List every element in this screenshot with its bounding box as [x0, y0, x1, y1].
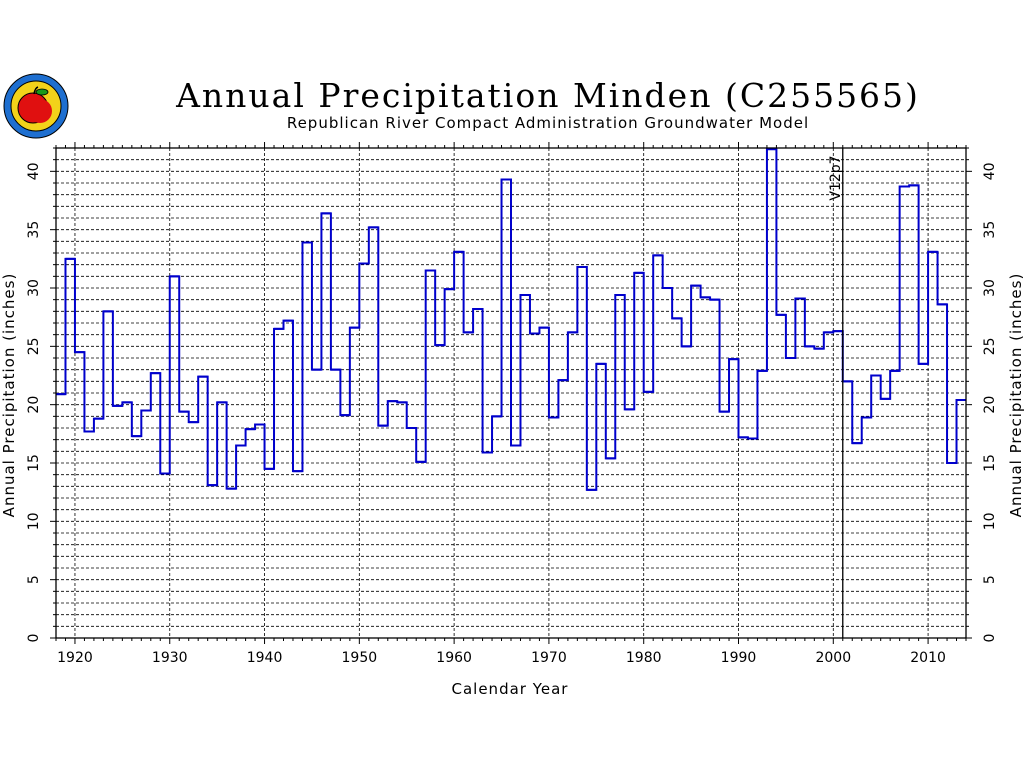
y-tick-label-right: 0	[982, 634, 998, 643]
x-tick-label: 1950	[342, 650, 378, 666]
y-axis-ticks-right: 0 5 10 15 20 25 30 35 40	[966, 147, 998, 643]
chart-title: Annual Precipitation Minden (C255565)	[175, 76, 920, 115]
x-axis-ticks: 1920 1930 1940 1950 1960 1970 1980 1990 2000 2010	[55, 142, 967, 666]
y-tick-label-left: 15	[26, 454, 42, 472]
x-tick-label: 1960	[436, 650, 472, 666]
annotation-label: V12p7	[828, 155, 844, 200]
x-tick-label: 2000	[815, 650, 851, 666]
y-tick-label-left: 5	[26, 575, 42, 584]
x-tick-label: 1990	[721, 650, 757, 666]
x-tick-label: 2010	[910, 650, 946, 666]
x-tick-label: 1980	[626, 650, 662, 666]
y-tick-label-right: 30	[982, 279, 998, 297]
chart-subtitle: Republican River Compact Administration …	[287, 114, 809, 132]
y-axis-label-right: Annual Precipitation (inches)	[1007, 273, 1024, 518]
y-tick-label-left: 20	[26, 396, 42, 414]
y-tick-label-left: 35	[26, 221, 42, 239]
y-axis-ticks-left: 0 5 10 15 20 25 30 35 40	[26, 147, 56, 643]
y-tick-label-right: 15	[982, 454, 998, 472]
y-tick-label-left: 30	[26, 279, 42, 297]
y-tick-label-left: 0	[26, 634, 42, 643]
y-tick-label-right: 25	[982, 337, 998, 355]
y-tick-label-left: 25	[26, 337, 42, 355]
x-tick-label: 1920	[57, 650, 93, 666]
x-tick-label: 1930	[152, 650, 188, 666]
y-tick-label-right: 10	[982, 512, 998, 530]
y-tick-label-right: 35	[982, 221, 998, 239]
x-tick-label: 1940	[247, 650, 283, 666]
y-tick-label-left: 10	[26, 512, 42, 530]
y-tick-label-right: 5	[982, 575, 998, 584]
series-layer	[56, 148, 966, 491]
x-axis-label: Calendar Year	[452, 680, 569, 698]
y-tick-label-right: 20	[982, 396, 998, 414]
y-axis-label-left: Annual Precipitation (inches)	[0, 273, 18, 518]
y-tick-label-right: 40	[982, 162, 998, 180]
x-tick-label: 1970	[531, 650, 567, 666]
annotation-layer: V12p7	[828, 148, 844, 638]
kansas-seal-icon	[3, 73, 69, 139]
y-tick-label-left: 40	[26, 162, 42, 180]
